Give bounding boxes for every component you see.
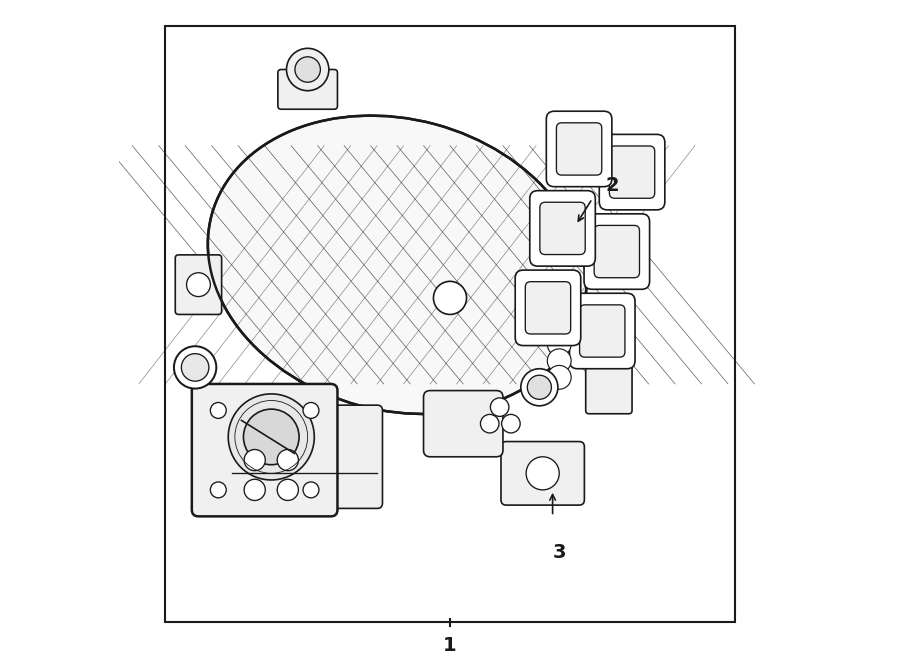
Circle shape	[211, 402, 226, 418]
Circle shape	[186, 273, 211, 297]
FancyBboxPatch shape	[586, 361, 632, 414]
Circle shape	[547, 349, 572, 373]
Text: 3: 3	[553, 544, 566, 562]
Circle shape	[303, 482, 319, 498]
FancyBboxPatch shape	[515, 270, 580, 346]
FancyBboxPatch shape	[526, 282, 571, 334]
FancyBboxPatch shape	[424, 391, 503, 457]
Circle shape	[547, 365, 572, 389]
FancyBboxPatch shape	[278, 70, 338, 109]
Circle shape	[286, 48, 328, 91]
Circle shape	[527, 375, 552, 399]
Circle shape	[434, 281, 466, 314]
Circle shape	[481, 414, 499, 433]
Circle shape	[244, 409, 299, 465]
Text: 2: 2	[606, 176, 619, 195]
FancyBboxPatch shape	[530, 191, 595, 266]
Circle shape	[501, 414, 520, 433]
Circle shape	[244, 479, 266, 500]
FancyBboxPatch shape	[580, 305, 625, 357]
FancyBboxPatch shape	[599, 134, 665, 210]
Text: 1: 1	[443, 636, 457, 655]
FancyBboxPatch shape	[226, 405, 382, 508]
Circle shape	[229, 394, 314, 480]
FancyBboxPatch shape	[594, 226, 640, 278]
Circle shape	[182, 354, 209, 381]
Circle shape	[174, 346, 216, 389]
Circle shape	[303, 402, 319, 418]
Circle shape	[211, 482, 226, 498]
Circle shape	[491, 398, 508, 416]
FancyBboxPatch shape	[192, 384, 338, 516]
FancyBboxPatch shape	[584, 214, 650, 289]
FancyBboxPatch shape	[546, 111, 612, 187]
Circle shape	[295, 57, 320, 82]
FancyBboxPatch shape	[176, 255, 221, 314]
Circle shape	[547, 332, 572, 356]
Circle shape	[244, 449, 266, 471]
Circle shape	[277, 479, 299, 500]
FancyBboxPatch shape	[540, 203, 585, 255]
Circle shape	[277, 449, 299, 471]
Circle shape	[521, 369, 558, 406]
FancyBboxPatch shape	[501, 442, 584, 505]
Bar	[166, 26, 734, 622]
FancyBboxPatch shape	[609, 146, 654, 199]
FancyBboxPatch shape	[570, 293, 635, 369]
FancyBboxPatch shape	[556, 123, 602, 175]
Ellipse shape	[208, 116, 586, 414]
Circle shape	[526, 457, 559, 490]
